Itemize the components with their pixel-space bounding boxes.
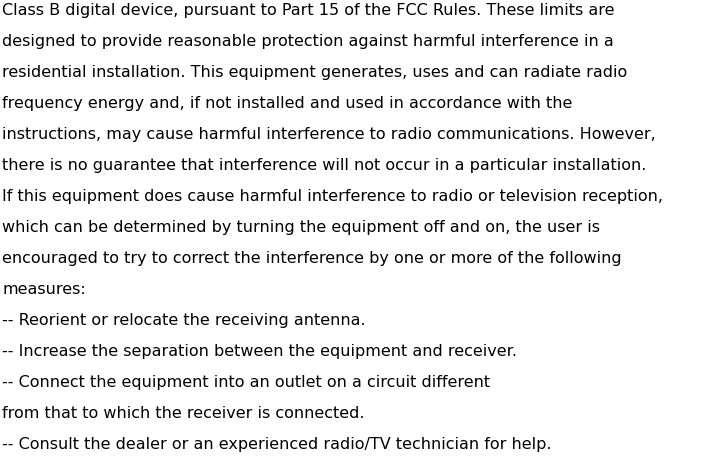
Text: encouraged to try to correct the interference by one or more of the following: encouraged to try to correct the interfe… xyxy=(2,251,621,266)
Text: measures:: measures: xyxy=(2,282,86,297)
Text: instructions, may cause harmful interference to radio communications. However,: instructions, may cause harmful interfer… xyxy=(2,127,656,142)
Text: -- Reorient or relocate the receiving antenna.: -- Reorient or relocate the receiving an… xyxy=(2,313,365,328)
Text: designed to provide reasonable protection against harmful interference in a: designed to provide reasonable protectio… xyxy=(2,34,614,49)
Text: there is no guarantee that interference will not occur in a particular installat: there is no guarantee that interference … xyxy=(2,158,646,173)
Text: Class B digital device, pursuant to Part 15 of the FCC Rules. These limits are: Class B digital device, pursuant to Part… xyxy=(2,3,614,18)
Text: frequency energy and, if not installed and used in accordance with the: frequency energy and, if not installed a… xyxy=(2,96,572,111)
Text: from that to which the receiver is connected.: from that to which the receiver is conne… xyxy=(2,406,365,421)
Text: residential installation. This equipment generates, uses and can radiate radio: residential installation. This equipment… xyxy=(2,65,627,80)
Text: which can be determined by turning the equipment off and on, the user is: which can be determined by turning the e… xyxy=(2,220,600,235)
Text: -- Consult the dealer or an experienced radio/TV technician for help.: -- Consult the dealer or an experienced … xyxy=(2,437,552,452)
Text: If this equipment does cause harmful interference to radio or television recepti: If this equipment does cause harmful int… xyxy=(2,189,663,204)
Text: -- Increase the separation between the equipment and receiver.: -- Increase the separation between the e… xyxy=(2,344,517,359)
Text: -- Connect the equipment into an outlet on a circuit different: -- Connect the equipment into an outlet … xyxy=(2,375,490,390)
